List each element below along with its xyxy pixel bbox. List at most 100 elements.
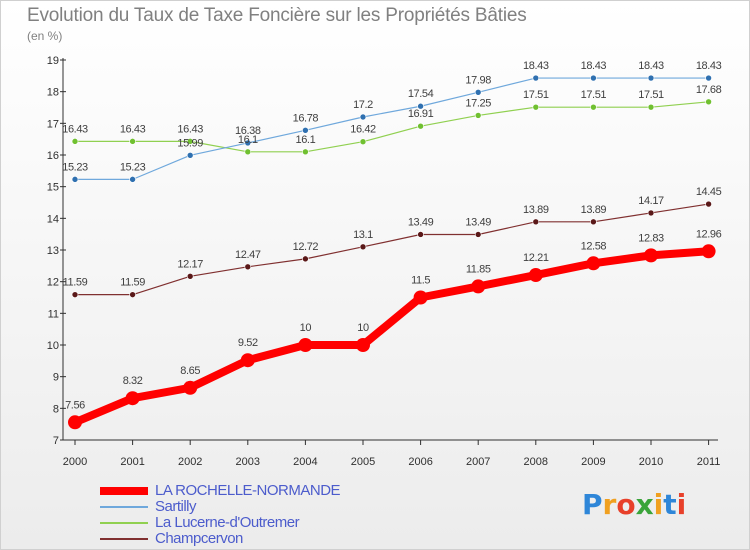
data-point [590,218,597,226]
legend-label: Champcervon [155,530,243,547]
data-point [701,244,716,259]
data-label: 17.54 [408,88,434,100]
chart-title: Evolution du Taux de Taxe Foncière sur l… [27,5,527,26]
data-point [647,74,655,82]
data-point [129,176,136,183]
data-label: 10 [300,322,312,334]
y-tick-label: 9 [53,372,59,384]
legend-label: Sartilly [155,498,197,515]
x-tick-label: 2008 [524,456,548,468]
data-point [474,112,482,119]
data-label: 16.43 [177,123,203,135]
y-tick-label: 13 [47,245,59,257]
x-tick-label: 2003 [236,456,260,468]
data-point [647,209,655,217]
data-point [68,415,82,430]
data-label: 16.1 [295,134,315,146]
data-point [129,138,136,145]
data-point [186,152,194,159]
y-tick-label: 17 [47,118,59,130]
data-label: 12.58 [581,240,607,252]
data-point [586,256,601,271]
series-3 [71,200,712,298]
data-label: 12.96 [696,228,722,240]
y-tick-label: 10 [47,340,59,352]
data-point [471,279,486,294]
y-tick-label: 8 [53,403,59,415]
data-point [71,291,79,298]
data-point [71,176,79,183]
data-label: 9.52 [238,337,258,349]
data-point [417,122,424,130]
data-point [590,74,597,82]
x-tick-label: 2011 [697,456,721,468]
y-tick-label: 11 [48,308,59,320]
x-tick-label: 2001 [120,456,144,468]
x-tick-label: 2006 [408,456,432,468]
logo-letter: r [602,488,617,521]
logo-letter: P [582,488,603,521]
data-label: 10 [357,322,369,334]
data-label: 11.5 [411,275,430,287]
y-tick-label: 18 [47,87,59,99]
series-layer [68,74,716,430]
data-label: 12.72 [293,241,319,253]
data-point [186,272,194,280]
data-point [302,255,309,263]
logo-letter: o [616,488,636,521]
data-label: 16.42 [350,124,376,136]
data-label: 14.45 [696,186,722,198]
data-point [528,268,543,283]
data-label: 12.83 [638,232,664,244]
legend-swatch [100,538,148,540]
data-label: 18.43 [638,60,664,72]
x-tick-label: 2004 [293,456,317,468]
data-label: 8.32 [123,375,143,387]
data-point [705,98,712,106]
data-point [244,263,252,271]
data-point [532,103,540,111]
y-tick-label: 19 [47,55,59,67]
legend-swatch [100,487,148,495]
data-point [359,113,367,121]
series-0 [68,244,716,430]
data-point [413,290,428,305]
data-label: 15.99 [177,137,203,149]
x-tick-label: 2007 [466,456,490,468]
series-1 [71,74,712,183]
data-label: 17.51 [638,89,664,101]
data-point [417,231,424,238]
data-label: 16.91 [408,108,434,120]
data-label: 17.51 [581,89,607,101]
data-label: 15.23 [120,161,146,173]
data-label: 13.49 [465,216,491,228]
legend-label: LA ROCHELLE-NORMANDE [155,482,341,499]
data-label: 18.43 [581,60,607,72]
data-point [417,102,424,110]
data-point [125,391,140,406]
data-point [240,353,255,368]
data-label: 12.47 [235,249,261,261]
data-label: 11.59 [63,277,88,289]
data-label: 12.17 [177,258,203,270]
data-label: 7.56 [65,399,85,411]
series-line [71,247,713,427]
data-point [71,138,79,145]
data-point [302,127,309,134]
data-point [244,139,252,147]
x-tick-label: 2009 [581,456,605,468]
data-point [532,74,540,82]
data-label: 11.59 [120,277,145,289]
data-point [474,89,482,96]
legend-swatch [100,506,148,508]
data-label: 13.89 [581,204,607,216]
data-label: 12.21 [523,252,549,264]
data-label: 17.25 [465,97,491,109]
data-point [298,338,313,352]
data-point [474,231,482,238]
data-point [359,243,367,251]
x-tick-label: 2002 [178,456,202,468]
data-label: 13.1 [353,229,373,241]
